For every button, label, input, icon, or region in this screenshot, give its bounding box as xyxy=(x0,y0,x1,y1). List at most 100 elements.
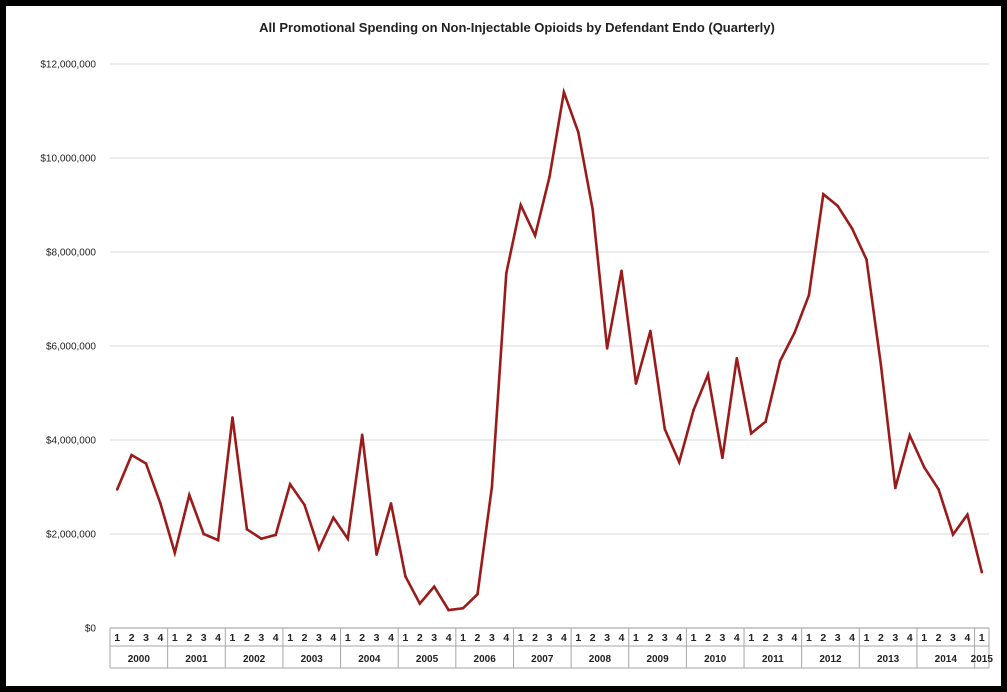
x-tick-label: 3 xyxy=(547,632,553,644)
data-point xyxy=(504,271,508,275)
x-year-label: 2011 xyxy=(762,654,784,665)
x-year-label: 2001 xyxy=(185,654,208,665)
data-point xyxy=(778,359,782,363)
x-tick-label: 1 xyxy=(172,632,178,644)
x-year-label: 2003 xyxy=(301,654,324,665)
x-tick-label: 2 xyxy=(820,632,826,644)
x-tick-label: 1 xyxy=(921,632,927,644)
x-tick-label: 2 xyxy=(936,632,942,644)
y-tick-label: $4,000,000 xyxy=(46,436,96,447)
x-tick-label: 3 xyxy=(258,632,264,644)
y-tick-label: $12,000,000 xyxy=(40,60,96,71)
x-tick-label: 3 xyxy=(201,632,207,644)
data-point xyxy=(274,533,278,537)
data-point xyxy=(115,488,119,491)
data-point xyxy=(346,537,350,540)
x-tick-label: 4 xyxy=(907,632,913,644)
data-point xyxy=(461,606,465,610)
data-point xyxy=(447,608,450,612)
data-point xyxy=(706,373,710,376)
data-point xyxy=(894,486,897,490)
x-year-label: 2015 xyxy=(971,654,994,665)
x-tick-label: 2 xyxy=(647,632,653,644)
data-point xyxy=(980,570,984,574)
series-line xyxy=(116,87,984,612)
x-tick-label: 2 xyxy=(532,632,538,644)
data-point xyxy=(922,465,926,469)
x-tick-label: 4 xyxy=(619,632,625,644)
x-tick-label: 3 xyxy=(892,632,898,644)
x-tick-label: 3 xyxy=(777,632,783,644)
data-point xyxy=(937,488,940,491)
x-tick-label: 2 xyxy=(244,632,250,644)
data-point xyxy=(692,408,695,412)
data-point xyxy=(144,462,148,465)
data-point xyxy=(476,592,479,596)
data-point xyxy=(130,453,133,457)
x-tick-label: 1 xyxy=(518,632,524,644)
data-point xyxy=(577,130,580,134)
x-tick-label: 3 xyxy=(374,632,380,644)
line-chart: All Promotional Spending on Non-Injectab… xyxy=(40,20,994,669)
y-tick-label: $6,000,000 xyxy=(46,342,96,353)
chart-frame: All Promotional Spending on Non-Injectab… xyxy=(6,6,1001,686)
x-year-label: 2009 xyxy=(646,654,669,665)
x-tick-label: 4 xyxy=(849,632,855,644)
x-tick-label: 3 xyxy=(662,632,668,644)
series-group xyxy=(115,87,984,612)
y-tick-label: $10,000,000 xyxy=(40,154,96,165)
data-point xyxy=(404,575,407,578)
data-point xyxy=(231,416,234,419)
x-tick-label: 2 xyxy=(475,632,481,644)
x-tick-label: 4 xyxy=(561,632,567,644)
data-point xyxy=(620,269,623,273)
x-tick-label: 3 xyxy=(316,632,322,644)
x-tick-label: 4 xyxy=(273,632,279,644)
x-tick-label: 4 xyxy=(158,632,164,644)
data-point xyxy=(432,585,436,588)
x-tick-label: 2 xyxy=(417,632,423,644)
y-axis: $0 $2,000,000 $4,000,000 $6,000,000 $8,000,0… xyxy=(40,60,96,635)
data-point xyxy=(533,234,537,237)
data-point xyxy=(721,456,724,460)
x-tick-label: 3 xyxy=(835,632,841,644)
data-point xyxy=(749,432,753,435)
x-tick-label: 4 xyxy=(388,632,394,644)
data-point xyxy=(173,551,177,555)
x-tick-label: 1 xyxy=(402,632,408,644)
data-point xyxy=(548,175,551,179)
x-tick-label: 2 xyxy=(763,632,769,644)
data-point xyxy=(966,513,969,517)
x-year-label: 2012 xyxy=(819,654,842,665)
data-point xyxy=(260,537,263,540)
x-tick-label: 2 xyxy=(302,632,308,644)
data-point xyxy=(288,482,292,486)
data-point xyxy=(793,331,796,335)
data-point xyxy=(591,208,595,211)
data-point xyxy=(821,192,825,196)
data-point xyxy=(418,602,422,605)
x-tick-label: 4 xyxy=(330,632,336,644)
x-year-label: 2000 xyxy=(128,654,151,665)
data-point xyxy=(187,493,191,497)
x-tick-label: 3 xyxy=(604,632,610,644)
x-tick-label: 1 xyxy=(633,632,639,644)
x-tick-label: 1 xyxy=(345,632,351,644)
x-year-label: 2007 xyxy=(531,654,554,665)
x-year-label: 2010 xyxy=(704,654,727,665)
x-tick-label: 1 xyxy=(806,632,812,644)
data-point xyxy=(764,420,767,423)
data-point xyxy=(735,356,739,360)
x-tick-label: 3 xyxy=(950,632,956,644)
x-tick-label: 4 xyxy=(503,632,509,644)
x-year-label: 2004 xyxy=(358,654,381,665)
x-year-label: 2013 xyxy=(877,654,900,665)
x-tick-label: 2 xyxy=(186,632,192,644)
x-tick-label: 1 xyxy=(979,632,985,644)
data-point xyxy=(303,503,306,507)
chart-title: All Promotional Spending on Non-Injectab… xyxy=(259,20,775,35)
x-tick-label: 3 xyxy=(719,632,725,644)
y-tick-label: $2,000,000 xyxy=(46,530,96,541)
data-point xyxy=(605,347,609,350)
